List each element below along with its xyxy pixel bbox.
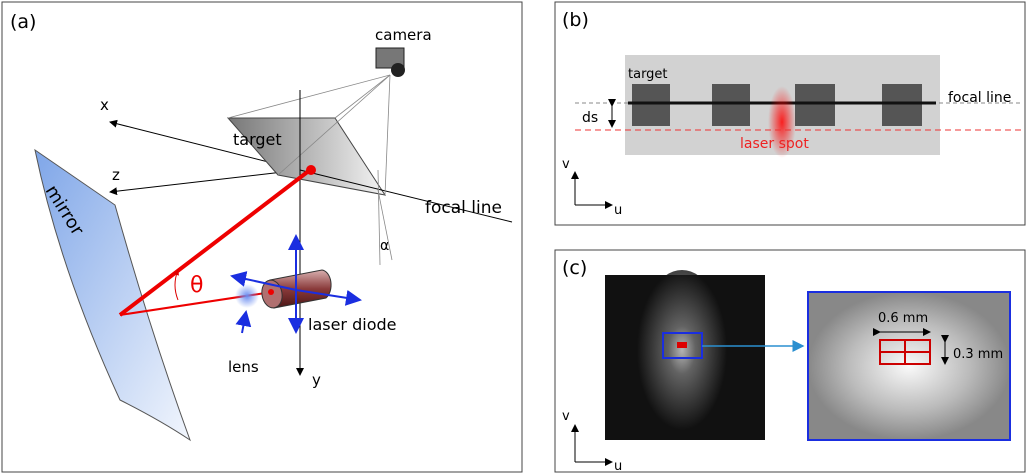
ds-label: ds [582,110,598,126]
focal-line-label: focal line [425,198,502,218]
target-square [795,84,835,126]
panel-label: (a) [10,11,36,33]
laser-diode [269,269,332,309]
lens-label: lens [228,358,259,376]
axis-label: u [614,459,622,474]
axis-label: v [562,157,570,172]
target-label: target [233,130,282,149]
target-square [632,84,670,126]
axis-label: z [112,166,120,184]
camera-label: camera [375,26,432,44]
pixel-grid [879,339,931,365]
focal-line-label: focal line [948,90,1011,106]
panel-b: (b) target ds focal line laser spot v u [554,1,1026,226]
laser-diode-label: laser diode [308,315,396,334]
axis-arrow [295,289,362,306]
theta-arc [173,269,179,301]
z-axis [109,169,301,196]
target-square [712,84,750,126]
laser-hit [306,165,316,175]
laser-beam [118,168,312,317]
target-square [882,84,922,126]
camera-frustum [227,74,393,266]
diode-emitter [268,289,274,295]
axis-label: v [562,409,570,424]
focal-line [299,169,513,223]
camera-lens [391,63,405,77]
axis-label: u [614,203,622,218]
panel-label: (b) [562,9,589,31]
zoom-image [807,291,1011,441]
panel-label: (c) [562,257,587,279]
panel-border [554,1,1026,226]
axis-label: x [100,96,109,114]
lens-pointer [235,310,252,334]
theta-label: θ [190,273,203,298]
alpha-label: α [380,238,389,254]
target-label: target [628,67,668,82]
axis-arrow [230,271,297,291]
height-label: 0.3 mm [953,347,1003,362]
axis-label: y [312,371,321,389]
speckle-glow [637,270,727,430]
panel-border [554,249,1026,473]
spot-marker [677,342,687,348]
panel-a: (a) mirror x z target focal line camera … [1,1,523,473]
camera [375,47,405,69]
lens [235,284,259,308]
laser-spot-label: laser spot [740,136,809,152]
panel-c: (c) 0.6 mm 0.3 mm v u [554,249,1026,474]
laser-spot [768,86,796,158]
width-label: 0.6 mm [878,311,928,326]
panel-border [1,1,523,473]
